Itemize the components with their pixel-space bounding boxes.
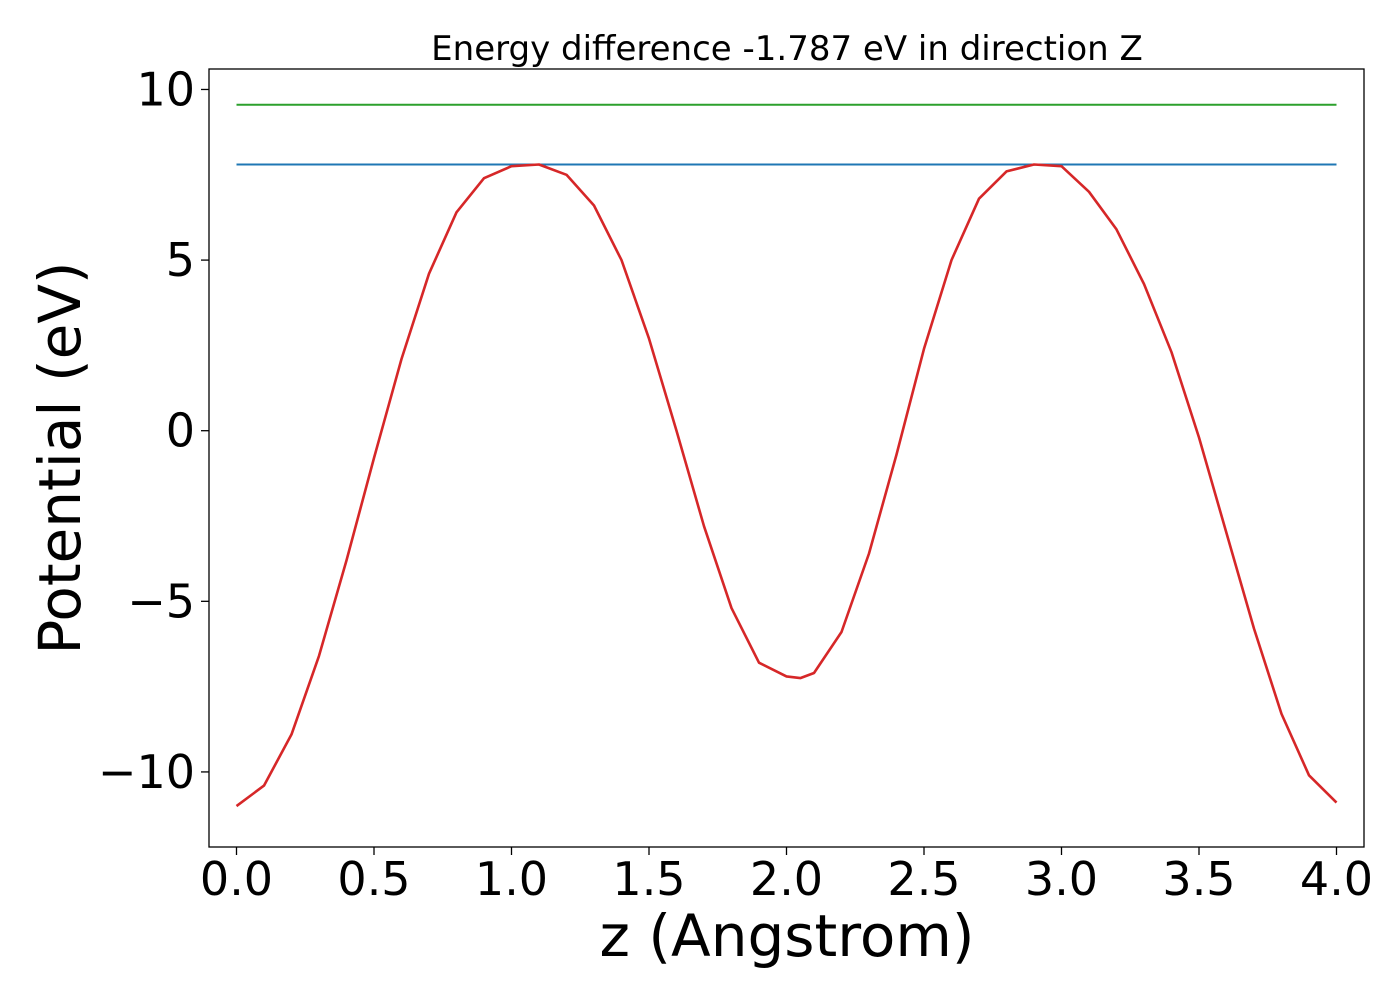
x-axis-label: z (Angstrom) <box>600 902 975 970</box>
chart-title: Energy difference -1.787 eV in direction… <box>431 29 1143 69</box>
y-axis-ticks: 10 5 0 −5 −10 <box>98 62 209 799</box>
y-tick-label: 5 <box>166 233 195 287</box>
plot-lines <box>235 103 1338 808</box>
y-tick-label: −5 <box>127 574 195 628</box>
y-axis-label: Potential (eV) <box>26 261 94 654</box>
x-tick-label: 2.5 <box>887 852 960 906</box>
x-tick-label: 0.0 <box>200 852 273 906</box>
x-tick-label: 0.5 <box>337 852 410 906</box>
y-tick-label: 10 <box>136 62 195 116</box>
x-tick-label: 2.0 <box>750 852 823 906</box>
y-tick-label: 0 <box>166 404 195 458</box>
x-tick-label: 3.5 <box>1162 852 1235 906</box>
x-tick-label: 1.0 <box>475 852 548 906</box>
x-tick-label: 3.0 <box>1025 852 1098 906</box>
x-tick-label: 4.0 <box>1300 852 1373 906</box>
y-tick-label: −10 <box>98 745 195 799</box>
plot-frame <box>208 68 1365 848</box>
series-line-3 <box>235 163 1338 808</box>
x-tick-label: 1.5 <box>612 852 685 906</box>
x-axis-ticks: 0.0 0.5 1.0 1.5 2.0 2.5 3.0 3.5 4.0 <box>200 847 1373 906</box>
